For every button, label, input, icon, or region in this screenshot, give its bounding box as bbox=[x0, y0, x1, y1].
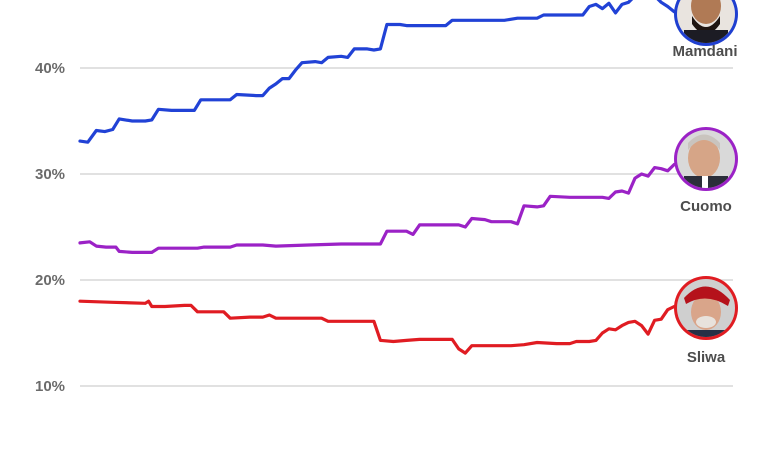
series-line-sliwa bbox=[78, 299, 683, 355]
series-line-mamdani bbox=[78, 0, 683, 144]
y-tick-label: 30% bbox=[35, 166, 65, 183]
y-tick-label: 20% bbox=[35, 272, 65, 289]
y-tick-label: 40% bbox=[35, 60, 65, 77]
cuomo-portrait-icon bbox=[674, 127, 738, 191]
mamdani-portrait-icon bbox=[674, 0, 738, 46]
sliwa-portrait-icon bbox=[674, 276, 738, 340]
cuomo-label: Cuomo bbox=[680, 198, 732, 215]
gridlines bbox=[80, 67, 733, 387]
y-axis-ticks: 10% 20% 30% 40% bbox=[35, 60, 65, 395]
series-lines bbox=[78, 0, 683, 355]
sliwa-label: Sliwa bbox=[687, 349, 726, 366]
mamdani-label: Mamdani bbox=[672, 43, 737, 60]
y-tick-label: 10% bbox=[35, 378, 65, 395]
series-line-cuomo bbox=[78, 161, 683, 254]
